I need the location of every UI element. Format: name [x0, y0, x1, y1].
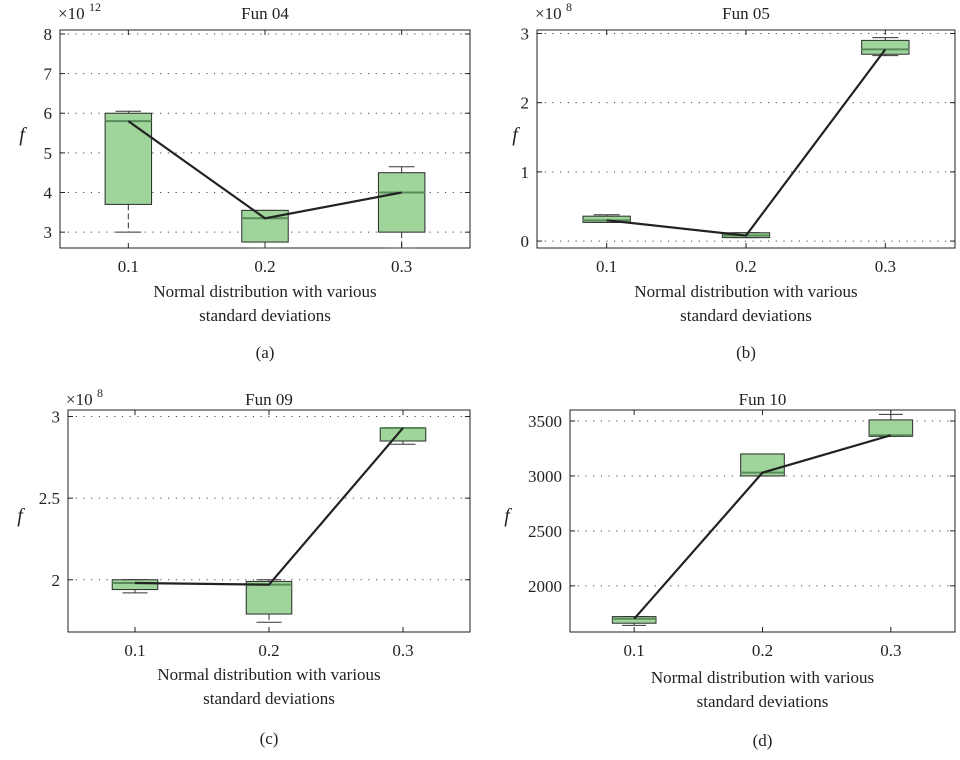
plot-frame: [536, 29, 956, 249]
panel-caption: (d): [753, 731, 773, 750]
x-tick-label: 0.3: [880, 641, 901, 660]
chart-fun-05: 0 1 2 3 0.1 0.2 0.3 Fun 05 ×10 8 f Normal distribut…: [512, 0, 956, 362]
y-axis-label: f: [19, 124, 27, 146]
x-tick-label: 0.1: [596, 257, 617, 276]
y-tick-label: 2.5: [39, 489, 60, 508]
x-tick-label: 0.2: [752, 641, 773, 660]
box-iqr: [379, 427, 427, 442]
x-tick-label: 0.1: [624, 641, 645, 660]
y-tick-label: 3500: [528, 412, 562, 431]
median-trend-line: [633, 434, 892, 620]
y-scale-exponent: 12: [89, 0, 101, 14]
median-trend-line: [134, 427, 404, 586]
y-tick-label: 5: [44, 144, 53, 163]
box-iqr: [868, 419, 914, 437]
x-axis-label-line: Normal distribution with various: [153, 282, 376, 301]
panel-caption: (a): [256, 343, 275, 362]
x-tick-label: 0.2: [735, 257, 756, 276]
median-trend-line: [606, 48, 887, 237]
box-iqr: [377, 172, 426, 233]
y-tick-label: 8: [44, 25, 53, 44]
y-axis-label: f: [512, 124, 520, 146]
y-scale-factor: ×10: [535, 4, 562, 23]
x-tick-label: 0.1: [118, 257, 139, 276]
chart-title: Fun 09: [245, 390, 293, 409]
chart-fun-04: 3 4 5 6 7 8 0.1 0.2 0.3 Fun 04 ×10 12 f Normal distri…: [19, 0, 471, 362]
box-iqr: [582, 215, 631, 223]
y-tick-label: 0: [521, 232, 530, 251]
x-tick-label: 0.3: [391, 257, 412, 276]
y-tick-label: 2: [52, 571, 61, 590]
box-iqr: [104, 112, 153, 205]
x-axis-label-line: Normal distribution with various: [157, 665, 380, 684]
panel-caption: (c): [260, 729, 279, 748]
x-axis-label-line: Normal distribution with various: [651, 668, 874, 687]
box-iqr: [861, 39, 910, 55]
x-axis-label-line: standard deviations: [697, 692, 829, 711]
y-tick-label: 4: [44, 184, 53, 203]
x-axis-label-line: standard deviations: [199, 306, 331, 325]
x-tick-label: 0.1: [124, 641, 145, 660]
y-tick-label: 3: [521, 24, 530, 43]
x-tick-label: 0.2: [254, 257, 275, 276]
x-axis-label-line: Normal distribution with various: [634, 282, 857, 301]
y-axis-label: f: [17, 505, 25, 527]
panel-caption: (b): [736, 343, 756, 362]
x-tick-label: 0.2: [258, 641, 279, 660]
chart-title: Fun 05: [722, 4, 770, 23]
chart-title: Fun 10: [739, 390, 787, 409]
y-scale-factor: ×10: [66, 390, 93, 409]
x-axis-label-line: standard deviations: [680, 306, 812, 325]
y-tick-label: 2000: [528, 577, 562, 596]
y-axis-label: f: [504, 505, 512, 527]
x-tick-label: 0.3: [875, 257, 896, 276]
x-tick-label: 0.3: [392, 641, 413, 660]
y-tick-label: 2500: [528, 522, 562, 541]
y-tick-label: 6: [44, 104, 53, 123]
y-scale-exponent: 8: [97, 386, 103, 400]
box-iqr: [245, 580, 293, 615]
y-tick-label: 3: [44, 223, 53, 242]
chart-title: Fun 04: [241, 4, 289, 23]
x-axis-label-line: standard deviations: [203, 689, 335, 708]
plot-frame: [569, 409, 956, 633]
y-scale-factor: ×10: [58, 4, 85, 23]
y-tick-label: 7: [44, 65, 53, 84]
median-trend-line: [127, 120, 402, 220]
y-tick-label: 3: [52, 408, 61, 427]
chart-fun-09: 2 2.5 3 0.1 0.2 0.3 Fun 09 ×10 8 f Normal distribu…: [17, 386, 471, 748]
chart-fun-10: 2000 2500 3000 3500 0.1 0.2 0.3 Fun 10 f Normal d…: [504, 390, 956, 750]
box-iqr: [111, 579, 159, 591]
y-tick-label: 1: [521, 163, 530, 182]
y-tick-label: 3000: [528, 467, 562, 486]
box-iqr: [611, 616, 657, 624]
y-tick-label: 2: [521, 94, 530, 113]
y-scale-exponent: 8: [566, 0, 572, 14]
